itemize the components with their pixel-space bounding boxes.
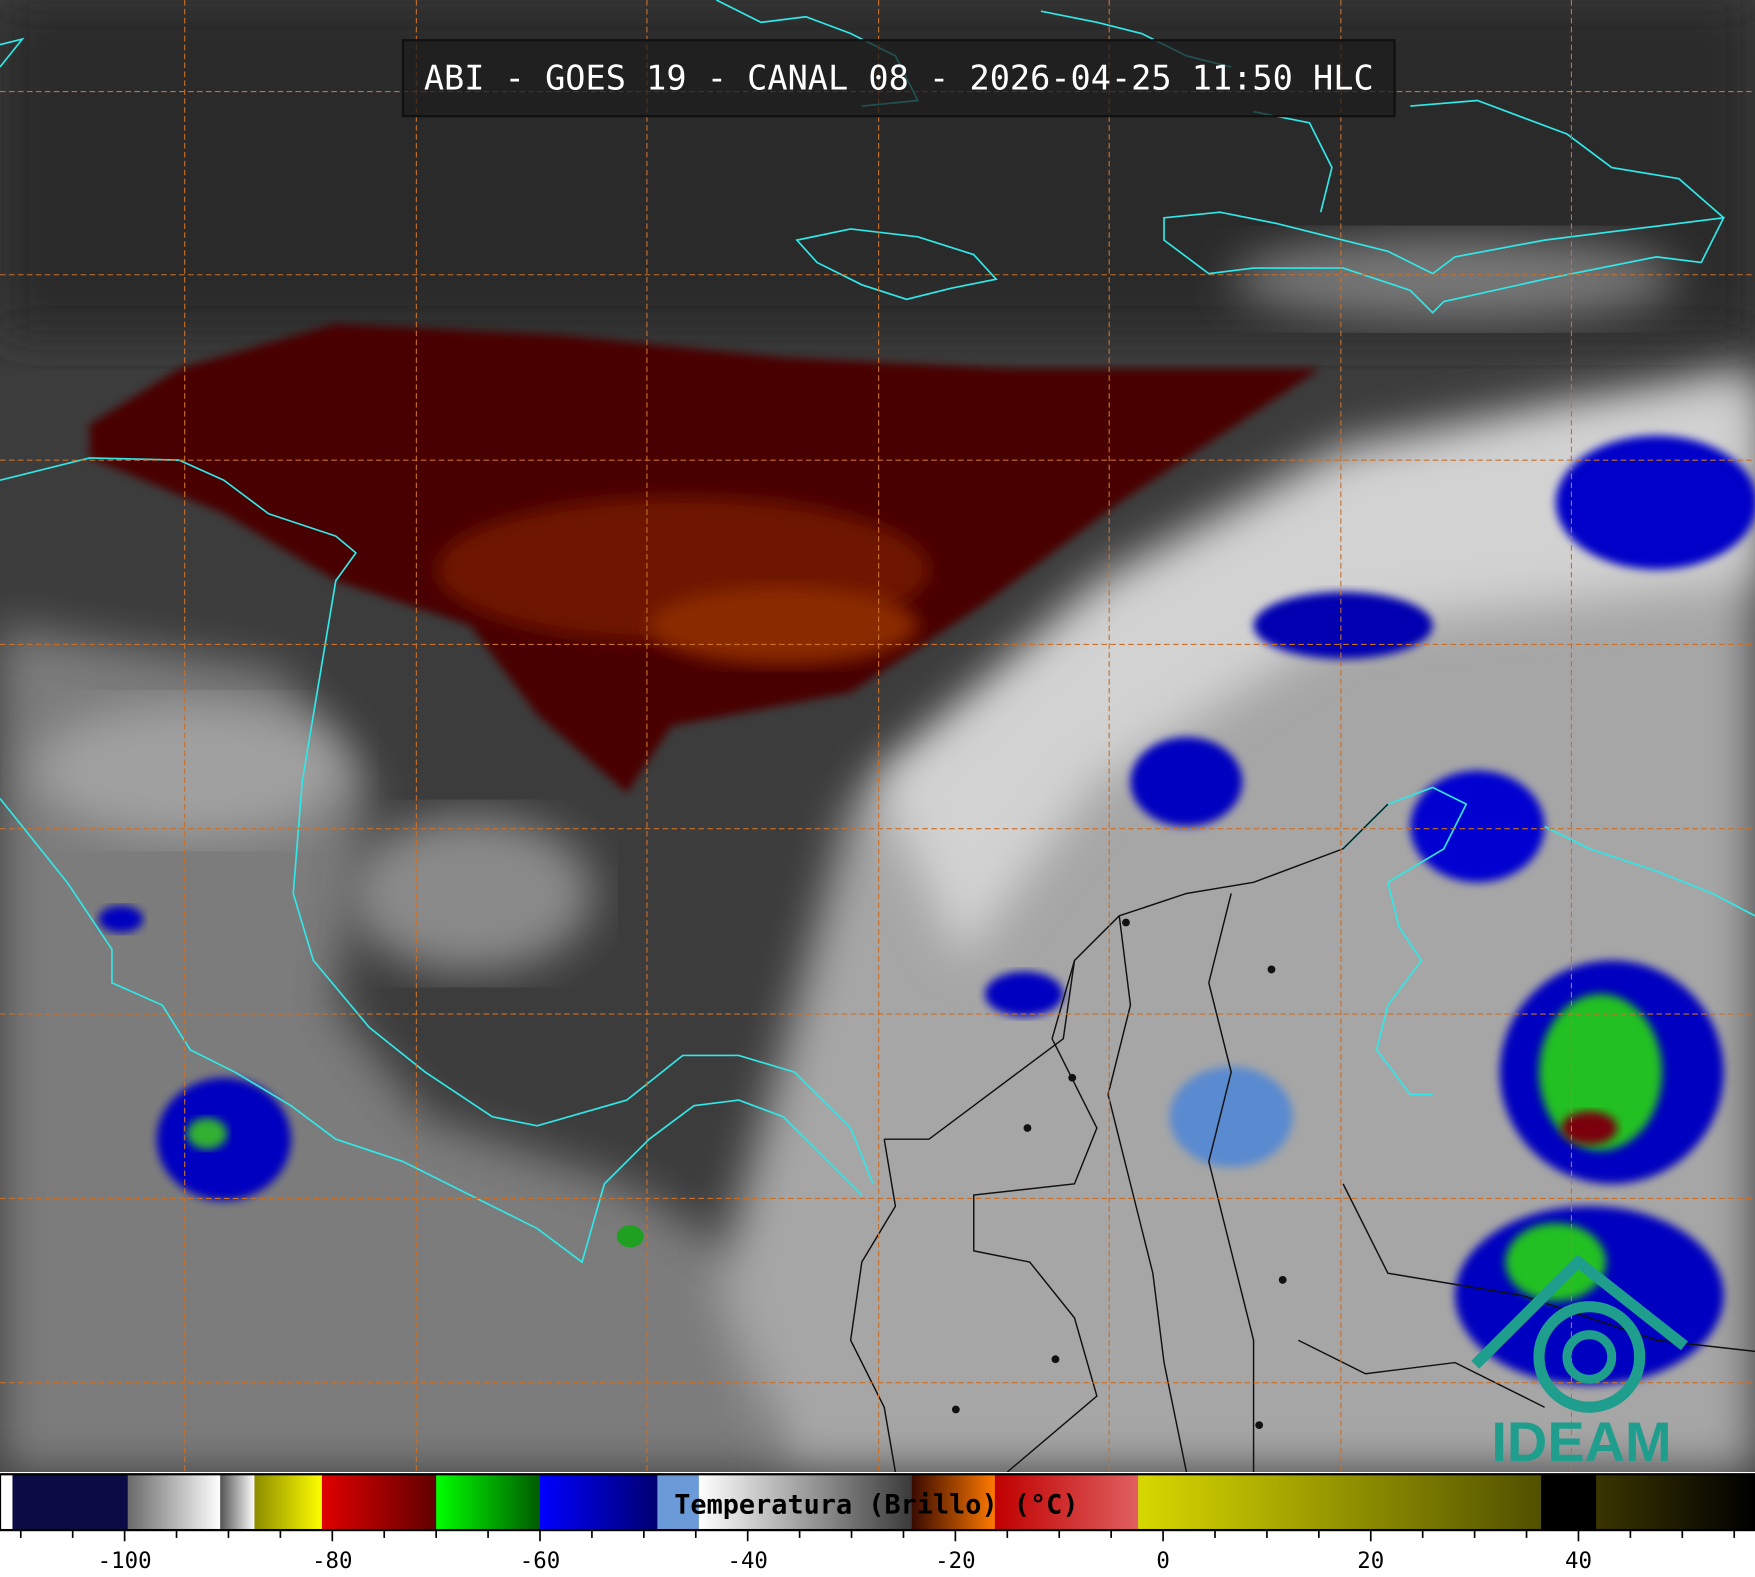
- city: [1068, 1073, 1077, 1082]
- city: [1023, 1124, 1032, 1132]
- convective-cell: [616, 1225, 644, 1248]
- convective-cell: [1253, 591, 1433, 659]
- city: [1122, 918, 1130, 927]
- border: [849, 893, 1755, 1473]
- convective-core: [1538, 994, 1663, 1151]
- cloud: [346, 815, 594, 972]
- logo-swirl: [1562, 1330, 1617, 1384]
- tick-label: -60: [520, 1548, 560, 1574]
- colorbar-segment: [1541, 1474, 1597, 1531]
- colorbar-segment: [220, 1474, 255, 1531]
- coastline: [795, 228, 998, 301]
- cold-cloud-core: [649, 586, 918, 665]
- cloud-band: [873, 379, 1755, 961]
- colorbar-segment: [436, 1474, 541, 1531]
- colorbar-segment: [0, 1474, 14, 1531]
- colorbar-label: Temperatura (Brillo) (°C): [674, 1489, 1078, 1520]
- tick-label: -40: [727, 1548, 767, 1574]
- tick-label: 20: [1357, 1548, 1384, 1574]
- convective-core: [186, 1117, 228, 1150]
- map: IDEAM: [0, 0, 1755, 1473]
- colorbar-segment: [540, 1474, 658, 1531]
- tick-label: 0: [1156, 1548, 1169, 1574]
- colorbar-segment: [698, 1474, 913, 1531]
- cloud: [33, 703, 347, 838]
- convective-core: [1505, 1222, 1607, 1302]
- convective-cell: [1130, 737, 1243, 827]
- colorbar-segment: [994, 1474, 1139, 1531]
- colorbar-segment: [127, 1474, 221, 1531]
- city: [1267, 965, 1276, 974]
- colorbar-frame: [0, 1473, 1755, 1532]
- city: [1278, 1276, 1287, 1284]
- colorbar-segment: [911, 1474, 996, 1531]
- coastlines: [0, 0, 1755, 1264]
- colorbar-segment: [254, 1474, 323, 1531]
- colorbar-segment: [12, 1474, 129, 1531]
- cities: [951, 918, 1287, 1430]
- coastline: [0, 798, 863, 1264]
- colorbar: [0, 1474, 1755, 1542]
- logo-text: IDEAM: [1491, 1410, 1671, 1473]
- tick-label: -100: [98, 1548, 152, 1574]
- colorbar-segment: [321, 1474, 437, 1531]
- convective-cell: [984, 971, 1064, 1017]
- colorbar-segment: [1138, 1474, 1542, 1531]
- logo-roof: [1471, 1254, 1688, 1369]
- colorbar-segment: [1596, 1474, 1755, 1531]
- city: [951, 1405, 960, 1414]
- city: [1051, 1355, 1060, 1364]
- coastline: [0, 457, 874, 1185]
- convective-cell: [1410, 770, 1545, 883]
- logo-swirl: [1533, 1301, 1646, 1413]
- cloud: [1231, 234, 1679, 324]
- colorbar-segment: [657, 1474, 700, 1531]
- convective-core: [1561, 1111, 1618, 1145]
- coastline: [1163, 211, 1726, 314]
- convective-cell: [1555, 435, 1755, 570]
- borders: [849, 803, 1755, 1473]
- tick-label: -80: [312, 1548, 352, 1574]
- city: [1255, 1421, 1264, 1430]
- coastline: [0, 37, 25, 68]
- convective-cell: [98, 905, 144, 933]
- logo: IDEAM: [1471, 1254, 1688, 1473]
- title-box: [401, 39, 1396, 118]
- title: ABI - GOES 19 - CANAL 08 - 2026-04-25 11…: [424, 58, 1374, 97]
- convective-cell: [1169, 1066, 1293, 1168]
- coastline: [1342, 786, 1755, 1096]
- tick-label: 40: [1565, 1548, 1592, 1574]
- tick-label: -20: [935, 1548, 975, 1574]
